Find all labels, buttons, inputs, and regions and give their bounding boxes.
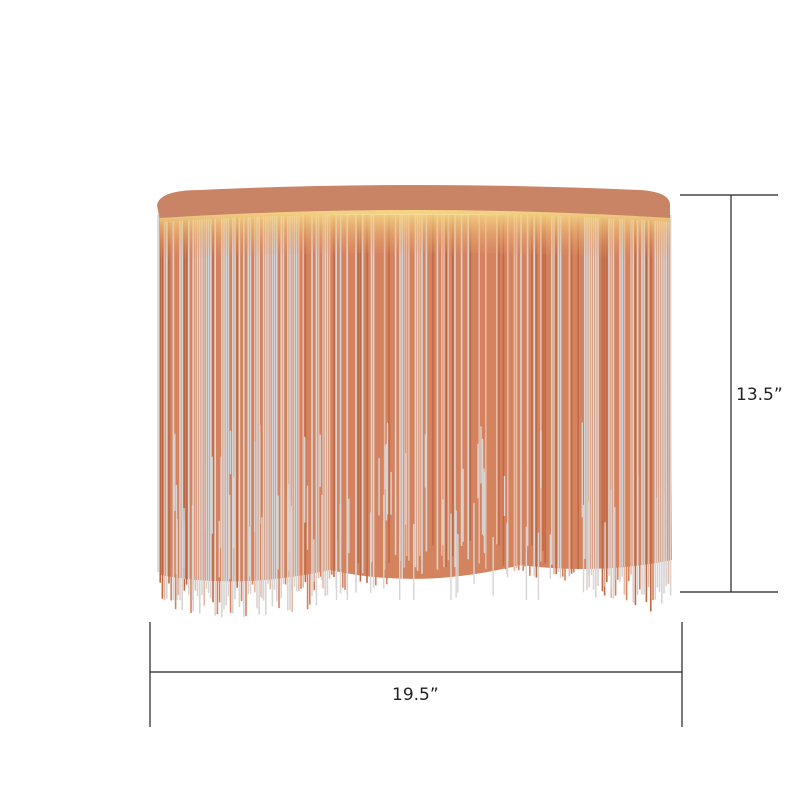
lamp-glow <box>160 210 670 260</box>
lamp-fringe <box>157 215 672 618</box>
height-dimension <box>680 194 778 593</box>
width-label: 19.5” <box>392 685 439 705</box>
height-label: 13.5” <box>736 385 783 405</box>
width-dimension <box>149 622 683 727</box>
